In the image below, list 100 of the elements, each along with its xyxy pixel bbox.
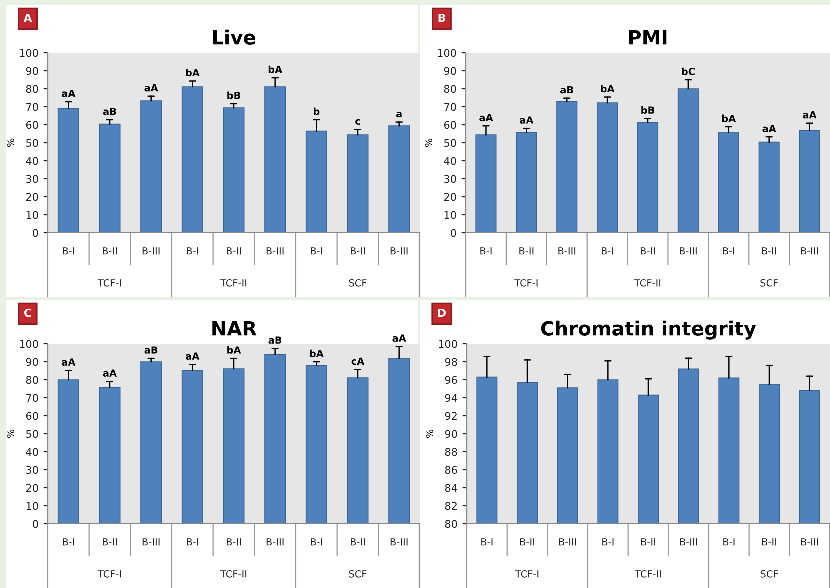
y-tick-label: 0: [33, 520, 38, 528]
y-axis-title: %: [425, 138, 432, 148]
bar: [758, 142, 780, 233]
text: D: [438, 308, 446, 318]
x-tick-label: B-III: [142, 248, 160, 255]
y-tick-label: 100: [20, 340, 38, 348]
x-tick-label: B-II: [640, 248, 655, 255]
x-tick-label: B-I: [187, 538, 198, 546]
y-tick-label: 0: [451, 229, 456, 238]
y-tick-label: 10: [26, 211, 38, 220]
bar: [58, 380, 80, 524]
bar: [306, 130, 328, 233]
bar: [597, 102, 618, 233]
x-tick-label: B-III: [390, 248, 408, 255]
data-label: aA: [62, 90, 76, 98]
text: TCF-I: [98, 570, 122, 578]
text: TCF-II: [220, 279, 247, 287]
x-tick-label: B-III: [558, 248, 576, 255]
bar: [182, 86, 204, 233]
data-label: aA: [103, 370, 117, 377]
x-tick-label: B-II: [226, 538, 241, 546]
x-tick-label: B-III: [390, 538, 408, 546]
text: SCF: [760, 570, 778, 578]
x-tick-label: B-III: [266, 248, 284, 255]
data-label: bA: [228, 346, 242, 354]
x-tick-label: B-II: [102, 248, 117, 255]
text: SCF: [349, 279, 367, 287]
bar: [388, 126, 410, 233]
data-label: aA: [480, 114, 494, 122]
x-tick-label: B-II: [762, 248, 776, 255]
y-tick-label: 98: [445, 358, 458, 366]
y-tick-label: 50: [26, 430, 38, 438]
y-tick-label: 70: [26, 103, 38, 112]
x-tick-label: B-II: [641, 538, 656, 546]
data-label: bC: [682, 68, 695, 76]
bar: [223, 368, 245, 524]
chart-title: NAR: [212, 321, 257, 336]
x-tick-label: B-I: [602, 538, 614, 546]
bar: [556, 102, 578, 233]
x-tick-label: B-I: [63, 248, 74, 255]
y-tick-label: 96: [445, 376, 458, 384]
x-tick-label: B-I: [63, 538, 74, 546]
data-label: bA: [310, 350, 324, 358]
x-tick-label: B-I: [480, 248, 492, 255]
y-tick-label: 20: [444, 193, 456, 202]
x-tick-label: B-II: [520, 538, 534, 546]
y-tick-label: 80: [444, 85, 456, 94]
x-tick-label: B-III: [680, 248, 697, 255]
y-tick-label: 30: [444, 175, 456, 184]
bar: [637, 122, 659, 233]
y-tick-label: 80: [26, 376, 38, 384]
x-tick-label: B-I: [482, 538, 493, 546]
y-tick-label: 50: [26, 139, 38, 148]
y-tick-label: 10: [444, 211, 456, 220]
chart-title: PMI: [629, 30, 667, 45]
data-label: a: [396, 112, 402, 118]
x-tick-label: B-III: [680, 538, 698, 546]
text: TCF-II: [220, 570, 247, 578]
text: TCF-I: [98, 279, 122, 287]
data-label: bA: [268, 66, 283, 74]
bar: [347, 134, 369, 233]
y-axis-title: %: [426, 430, 434, 438]
y-tick-label: 80: [26, 85, 38, 94]
x-tick-label: B-III: [801, 538, 818, 546]
bar: [182, 370, 204, 524]
data-label: b: [314, 108, 320, 116]
chart-title: Live: [213, 30, 256, 45]
text: SCF: [349, 570, 367, 578]
data-label: aA: [762, 125, 776, 132]
y-tick-label: 100: [438, 49, 456, 58]
y-axis-title: %: [7, 138, 14, 148]
data-label: aB: [103, 108, 116, 116]
y-tick-label: 40: [26, 157, 38, 166]
y-tick-label: 30: [26, 466, 38, 474]
data-label: cA: [352, 358, 365, 366]
y-tick-label: 70: [26, 394, 38, 402]
bar: [140, 100, 162, 233]
text: TCF-II: [634, 279, 661, 287]
x-tick-label: B-II: [102, 538, 117, 546]
x-tick-label: B-I: [311, 248, 322, 255]
bar: [678, 88, 699, 233]
data-label: aA: [520, 116, 534, 124]
y-tick-label: 84: [445, 484, 458, 492]
y-tick-label: 10: [26, 502, 38, 510]
y-axis-title: %: [7, 430, 14, 438]
x-tick-label: B-II: [350, 538, 365, 546]
y-tick-label: 94: [445, 394, 458, 402]
y-tick-label: 100: [20, 49, 38, 58]
bar: [99, 387, 121, 524]
data-label: aA: [62, 358, 76, 366]
y-tick-label: 90: [444, 67, 456, 76]
y-tick-label: 60: [26, 121, 38, 130]
text: SCF: [760, 279, 778, 287]
y-tick-label: 90: [26, 67, 38, 76]
y-tick-label: 40: [444, 157, 456, 166]
bar: [388, 358, 410, 524]
bar: [306, 365, 328, 524]
bar: [264, 354, 286, 524]
data-label: c: [356, 119, 360, 126]
x-tick-label: B-I: [602, 248, 614, 255]
